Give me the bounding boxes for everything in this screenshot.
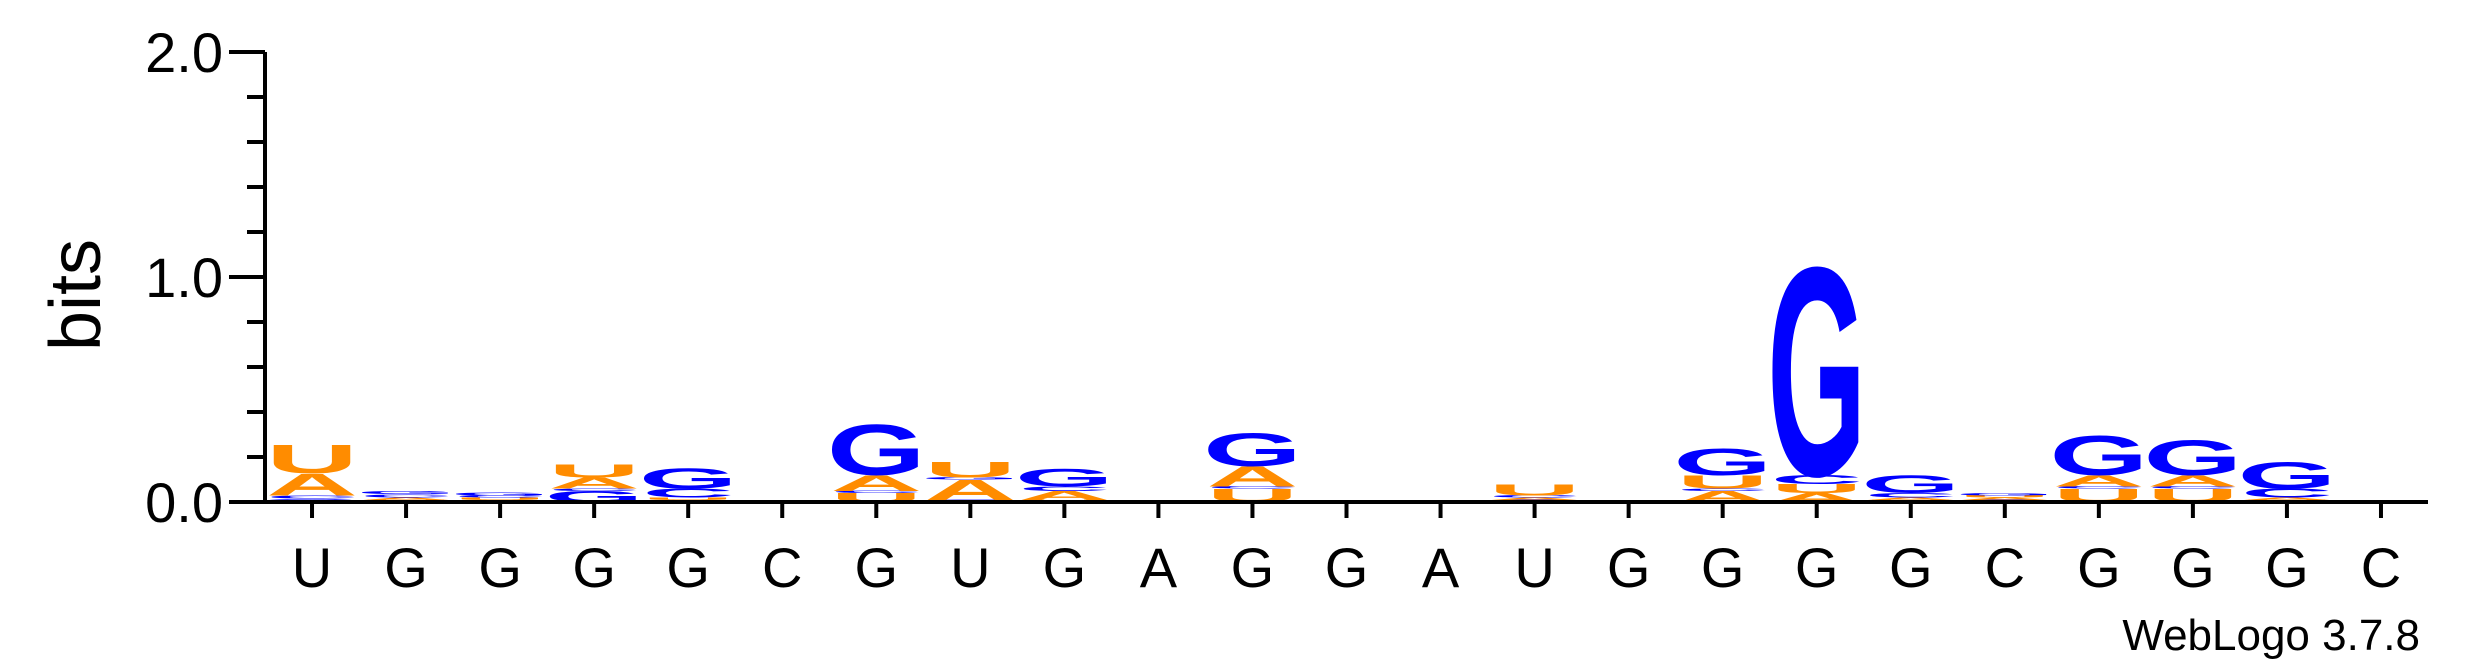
logo-letter-u: U [1489,481,1581,499]
logo-letter-a: A [548,474,640,492]
logo-letter-g: G [1767,204,1866,538]
x-tick-label: G [1701,536,1745,599]
x-tick-label: G [1043,536,1087,599]
logo-letter-g: G [1861,471,1960,499]
logo-letter-u: U [642,497,734,500]
logo-letter-c: C [1677,488,1769,491]
x-tick-label: G [478,536,522,599]
x-tick-label: A [1422,536,1460,599]
x-tick-label: C [2361,536,2401,599]
logo-letter-g: G [1955,492,2054,495]
logo-letter-g: G [1015,464,1114,492]
logo-letter-a: A [2147,472,2239,490]
logo-letter-c: C [830,490,922,493]
y-axis-ticks: 0.0 1.0 2.0 [145,21,265,534]
logo-letter-c: C [548,488,640,491]
y-axis-label: bits [36,239,116,351]
x-tick-label: G [1889,536,1933,599]
x-tick-label: C [762,536,802,599]
logo-letter-g: G [451,491,550,496]
x-tick-label: U [950,536,990,599]
logo-letter-u: U [1771,482,1863,496]
x-tick-label: G [2077,536,2121,599]
logo-letter-u: U [924,457,1016,482]
x-tick-label: U [292,536,332,599]
weblogo-credit: WebLogo 3.7.8 [2122,611,2420,660]
logo-letter-c: C [642,486,734,500]
x-tick-label: C [1985,536,2025,599]
x-tick-label: G [1607,536,1651,599]
logo-letter-a: A [1018,488,1110,502]
logo-glyph-stacks: GCAUUACGAUCGGCAUAUCGUCAGCAGUUACGUCAGGACU… [263,204,2337,538]
logo-letter-c: C [2147,486,2239,489]
x-tick-label: G [1325,536,1369,599]
logo-letter-g: G [2049,424,2148,487]
logo-letter-a: A [1489,497,1581,500]
x-tick-label: G [1795,536,1839,599]
x-tick-label: G [1231,536,1275,599]
logo-letter-u: U [548,460,640,481]
logo-letter-g: G [827,409,926,490]
x-tick-label: G [572,536,616,599]
logo-letter-u: U [454,497,546,500]
logo-letter-a: A [266,467,358,502]
logo-letter-u: U [1959,495,2051,498]
y-tick-label: 2.0 [145,21,223,84]
logo-letter-a: A [1865,497,1957,500]
logo-letter-a: A [1207,461,1299,493]
logo-letter-c: C [1489,495,1581,498]
logo-letter-g: G [921,477,1020,480]
logo-letter-a: A [830,471,922,496]
logo-letter-a: A [2053,472,2145,490]
x-tick-label: G [666,536,710,599]
logo-letter-a: A [1959,497,2051,500]
logo-letter-u: U [266,436,358,482]
logo-letter-g: G [357,490,456,495]
logo-letter-g: G [1203,424,1302,477]
x-tick-label: A [1140,536,1178,599]
logo-letter-c: C [266,494,358,499]
logo-letter-c: C [2053,486,2145,489]
x-tick-label: U [1514,536,1554,599]
y-tick-label: 0.0 [145,471,223,534]
logo-letter-g: G [2143,430,2242,486]
logo-letter-g: G [2237,454,2336,496]
logo-letter-c: C [2241,486,2333,500]
x-tick-label: G [855,536,899,599]
y-tick-label: 1.0 [145,246,223,309]
logo-letter-c: C [1771,473,1863,487]
x-tick-label: G [384,536,428,599]
logo-letter-c: C [360,493,452,498]
logo-letter-a: A [360,497,452,500]
logo-letter-u: U [1677,472,1769,493]
x-tick-label: G [2265,536,2309,599]
logo-letter-c: C [1865,492,1957,499]
logo-letter-g: G [639,463,738,495]
logo-letter-g: G [1673,441,1772,483]
logo-letter-a: A [2241,497,2333,500]
logo-letter-c: C [1207,486,1299,489]
logo-letter-c: C [454,495,546,498]
x-tick-label: G [2171,536,2215,599]
logo-letter-c: C [1018,485,1110,492]
